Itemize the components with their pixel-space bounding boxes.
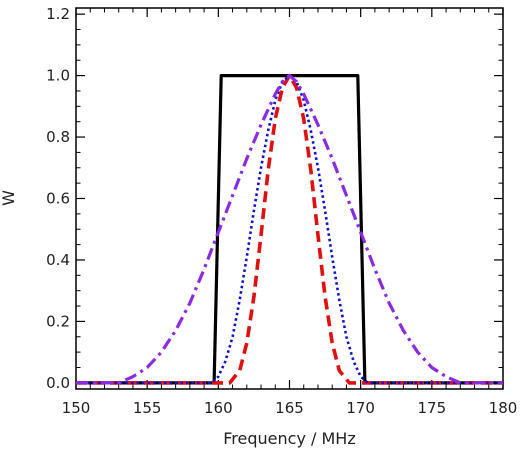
x-tick-label: 175 [418, 399, 447, 417]
y-tick-label: 0.8 [46, 128, 70, 146]
y-tick-label: 0.4 [46, 251, 70, 269]
y-tick-label: 0.2 [46, 312, 70, 330]
plot-frame [75, 7, 504, 390]
series-line-dotted [76, 74, 503, 385]
y-tick-label: 1.2 [46, 5, 70, 23]
x-tick-label: 150 [62, 399, 91, 417]
x-tick-label: 160 [204, 399, 233, 417]
y-tick-labels: 0.0 0.2 0.4 0.6 0.8 1.0 1.2 [46, 5, 70, 392]
x-tick-label: 155 [133, 399, 162, 417]
x-tick-label: 170 [346, 399, 375, 417]
y-tick-label: 0.0 [46, 374, 70, 392]
x-axis-title: Frequency / MHz [223, 429, 355, 448]
y-tick-label: 0.6 [46, 190, 70, 208]
series-line-dashed [76, 73, 503, 385]
x-tick-labels: 150 155 160 165 170 175 180 [62, 399, 518, 417]
y-axis-title: W [0, 190, 18, 206]
axis-ticks [75, 8, 504, 389]
y-tick-label: 1.0 [46, 67, 70, 85]
series-group [76, 73, 503, 385]
x-tick-label: 165 [275, 399, 304, 417]
x-tick-label: 180 [489, 399, 518, 417]
series-line-dashdot [76, 74, 503, 385]
series-line-solid [76, 74, 503, 385]
